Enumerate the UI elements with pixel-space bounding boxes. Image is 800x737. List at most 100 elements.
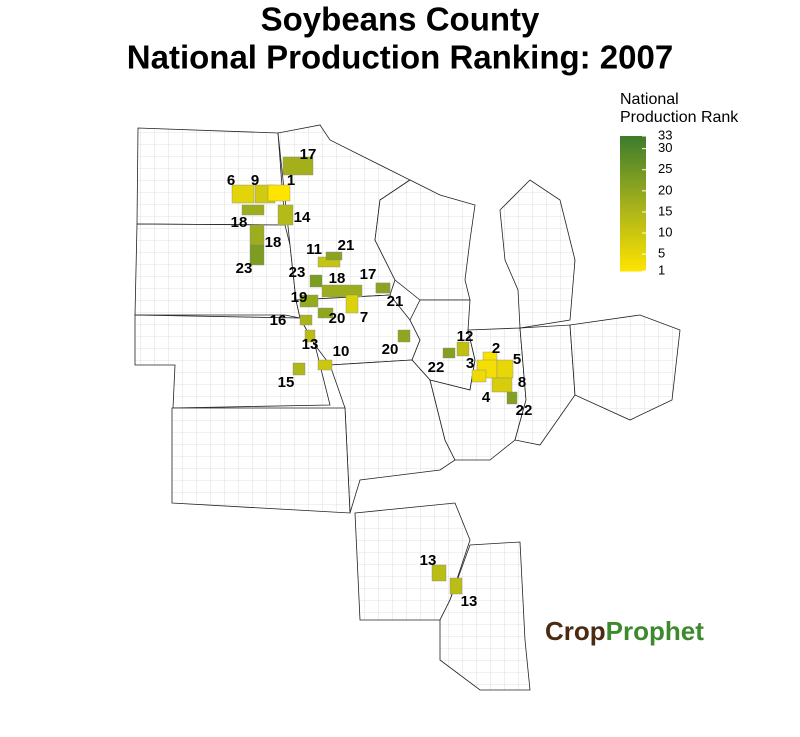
county	[397, 329, 411, 343]
county	[431, 564, 447, 582]
legend-swatch	[620, 178, 646, 182]
legend-tick-label: 20	[658, 182, 672, 197]
rank-label: 21	[387, 293, 404, 310]
rank-label: 14	[294, 209, 311, 226]
county	[375, 282, 391, 294]
legend-swatch	[620, 140, 646, 144]
county	[317, 307, 334, 319]
legend-swatch	[620, 214, 646, 218]
legend-swatch	[620, 149, 646, 153]
rank-label: 5	[513, 351, 521, 368]
legend-swatch	[620, 264, 646, 267]
legend-swatch	[620, 183, 646, 186]
legend-tick-label: 25	[658, 161, 672, 176]
legend-swatch	[620, 147, 646, 150]
legend-swatch	[620, 174, 646, 177]
county	[456, 341, 470, 357]
county	[442, 347, 456, 359]
rank-label: 3	[466, 355, 474, 372]
legend-swatch	[620, 145, 646, 148]
title-line: National Production Ranking: 2007	[127, 39, 673, 76]
legend-swatch	[620, 181, 646, 184]
rank-label: 23	[236, 260, 253, 277]
legend-swatch	[620, 244, 646, 247]
legend-swatch	[620, 259, 646, 263]
rank-label: 18	[329, 270, 346, 287]
legend-swatch	[620, 230, 646, 234]
legend-swatch	[620, 154, 646, 157]
legend-swatch	[620, 217, 646, 220]
county	[249, 224, 265, 246]
logo: CropProphet	[545, 616, 704, 646]
legend-swatch	[620, 228, 646, 231]
county	[449, 577, 463, 595]
legend-swatch	[620, 169, 646, 173]
legend-swatch	[620, 158, 646, 162]
legend-swatch	[620, 237, 646, 240]
rank-label: 20	[382, 341, 399, 358]
legend-swatch	[620, 201, 646, 204]
legend-swatch	[620, 187, 646, 191]
county	[325, 251, 343, 261]
rank-label: 2	[492, 340, 500, 357]
rank-label: 18	[265, 234, 282, 251]
rank-label: 6	[227, 172, 235, 189]
legend-swatch	[620, 167, 646, 171]
legend-swatch	[620, 151, 646, 155]
rank-label: 17	[360, 266, 377, 283]
legend-swatch	[620, 203, 646, 207]
county	[471, 369, 487, 383]
legend-swatch	[620, 221, 646, 225]
legend-swatch	[620, 239, 646, 243]
county	[282, 156, 314, 176]
county	[345, 294, 359, 314]
legend-swatch	[620, 266, 646, 270]
title-line: Soybeans County	[261, 1, 540, 38]
rank-label: 10	[333, 343, 350, 360]
legend-swatch	[620, 212, 646, 216]
legend-tick-label: 15	[658, 203, 672, 218]
county	[267, 184, 291, 202]
legend-swatch	[620, 219, 646, 222]
legend-swatch	[620, 185, 646, 189]
legend-swatch	[620, 210, 646, 213]
legend-swatch	[620, 250, 646, 254]
county	[496, 359, 514, 379]
county	[321, 284, 363, 298]
rank-label: 19	[291, 289, 308, 306]
legend-swatch	[620, 199, 646, 202]
legend-title: Production Rank	[620, 109, 739, 126]
county	[304, 329, 316, 343]
rank-label: 1	[287, 172, 295, 189]
rank-label: 20	[329, 310, 346, 327]
legend-swatch	[620, 138, 646, 141]
rank-label: 13	[461, 593, 478, 610]
legend-swatch	[620, 253, 646, 256]
rank-label: 18	[231, 214, 248, 231]
rank-label: 13	[420, 552, 437, 569]
rank-label: 15	[278, 374, 295, 391]
legend-swatch	[620, 192, 646, 195]
county	[292, 362, 306, 376]
rank-label: 22	[428, 359, 445, 376]
legend-swatch	[620, 208, 646, 211]
rank-label: 12	[457, 328, 474, 345]
legend-swatch	[620, 196, 646, 200]
logo-part: Crop	[545, 616, 606, 646]
rank-label: 21	[338, 237, 355, 254]
rank-label: 22	[516, 402, 533, 419]
county	[491, 377, 513, 393]
legend-swatch	[620, 255, 646, 258]
rank-label: 16	[270, 312, 287, 329]
legend-swatch	[620, 142, 646, 146]
legend-swatch	[620, 165, 646, 168]
legend-tick-label: 30	[658, 140, 672, 155]
rank-label: 17	[300, 146, 317, 163]
legend-swatch	[620, 246, 646, 249]
legend-swatch	[620, 262, 646, 265]
states	[134, 124, 681, 691]
